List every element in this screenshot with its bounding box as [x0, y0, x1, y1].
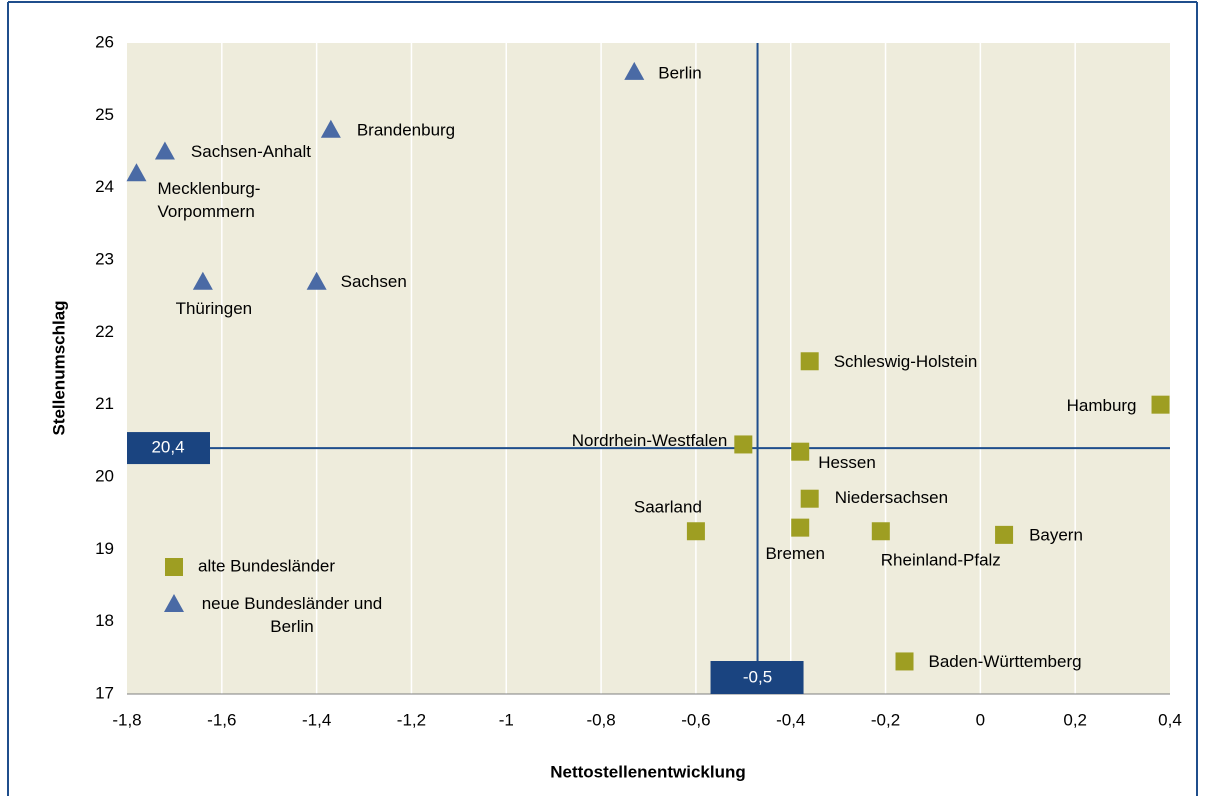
point-label: Bayern — [1029, 525, 1083, 544]
point-label: Nordrhein-Westfalen — [572, 431, 728, 450]
y-tick-label: 25 — [95, 105, 114, 124]
y-tick-label: 17 — [95, 683, 114, 702]
point — [320, 119, 341, 138]
y-tick-label: 21 — [95, 394, 114, 413]
reference-label-box — [127, 432, 210, 465]
x-tick-label: -1,6 — [207, 710, 236, 729]
y-tick-label: 19 — [95, 539, 114, 558]
point — [192, 271, 213, 290]
y-tick-label: 18 — [95, 611, 114, 630]
point-label: Hamburg — [1067, 396, 1137, 415]
point — [791, 518, 810, 537]
plot-area — [127, 43, 1170, 694]
x-tick-label: -1,8 — [112, 710, 141, 729]
point-label: Mecklenburg-Vorpommern — [157, 179, 261, 222]
x-tick-label: 0,4 — [1158, 710, 1182, 729]
point — [895, 652, 914, 671]
x-tick-label: -0,6 — [681, 710, 710, 729]
point-label: Schleswig-Holstein — [834, 352, 978, 371]
point-label: Saarland — [634, 498, 702, 517]
point-label: Sachsen — [341, 272, 407, 291]
point-label: Sachsen-Anhalt — [191, 142, 311, 161]
point-label: Brandenburg — [357, 120, 455, 139]
legend-label: neue Bundesländer und Berlin — [201, 594, 383, 636]
point-label: Berlin — [658, 63, 701, 82]
point — [165, 558, 183, 576]
point — [686, 522, 705, 541]
point — [995, 525, 1014, 544]
point — [1151, 395, 1170, 414]
x-tick-label: -1,4 — [302, 710, 331, 729]
point — [791, 442, 810, 461]
point — [164, 594, 184, 612]
point — [871, 522, 890, 541]
x-tick-label: -0,4 — [776, 710, 805, 729]
x-tick-label: -0,8 — [586, 710, 615, 729]
point — [624, 61, 645, 80]
point — [154, 141, 175, 160]
x-tick-label: -1 — [499, 710, 514, 729]
y-tick-label: 20 — [95, 466, 114, 485]
reference-label-box — [710, 661, 804, 694]
point-label: Rheinland-Pfalz — [881, 551, 1001, 570]
legend-label: alte Bundesländer — [198, 556, 335, 575]
point — [734, 435, 753, 454]
y-tick-label: 22 — [95, 322, 114, 341]
point-label: Baden-Württemberg — [929, 652, 1082, 671]
point-label: Thüringen — [176, 299, 253, 318]
point — [800, 352, 819, 371]
y-tick-label: 26 — [95, 32, 114, 51]
point — [126, 163, 147, 182]
y-tick-label: 23 — [95, 249, 114, 268]
x-tick-label: 0 — [976, 710, 985, 729]
x-tick-label: -1,2 — [397, 710, 426, 729]
y-axis-label: Stellenumschlag — [49, 300, 68, 435]
x-tick-label: -0,2 — [871, 710, 900, 729]
y-tick-label: 24 — [95, 177, 114, 196]
reference-label: -0,5 — [743, 667, 772, 686]
reference-label: 20,4 — [151, 438, 184, 457]
point-label: Hessen — [818, 453, 876, 472]
x-tick-label: 0,2 — [1063, 710, 1087, 729]
point — [306, 271, 327, 290]
point-label: Bremen — [765, 544, 825, 563]
x-axis-label: Nettostellenentwicklung — [550, 762, 746, 781]
point — [800, 489, 819, 508]
point-label: Niedersachsen — [835, 488, 948, 507]
